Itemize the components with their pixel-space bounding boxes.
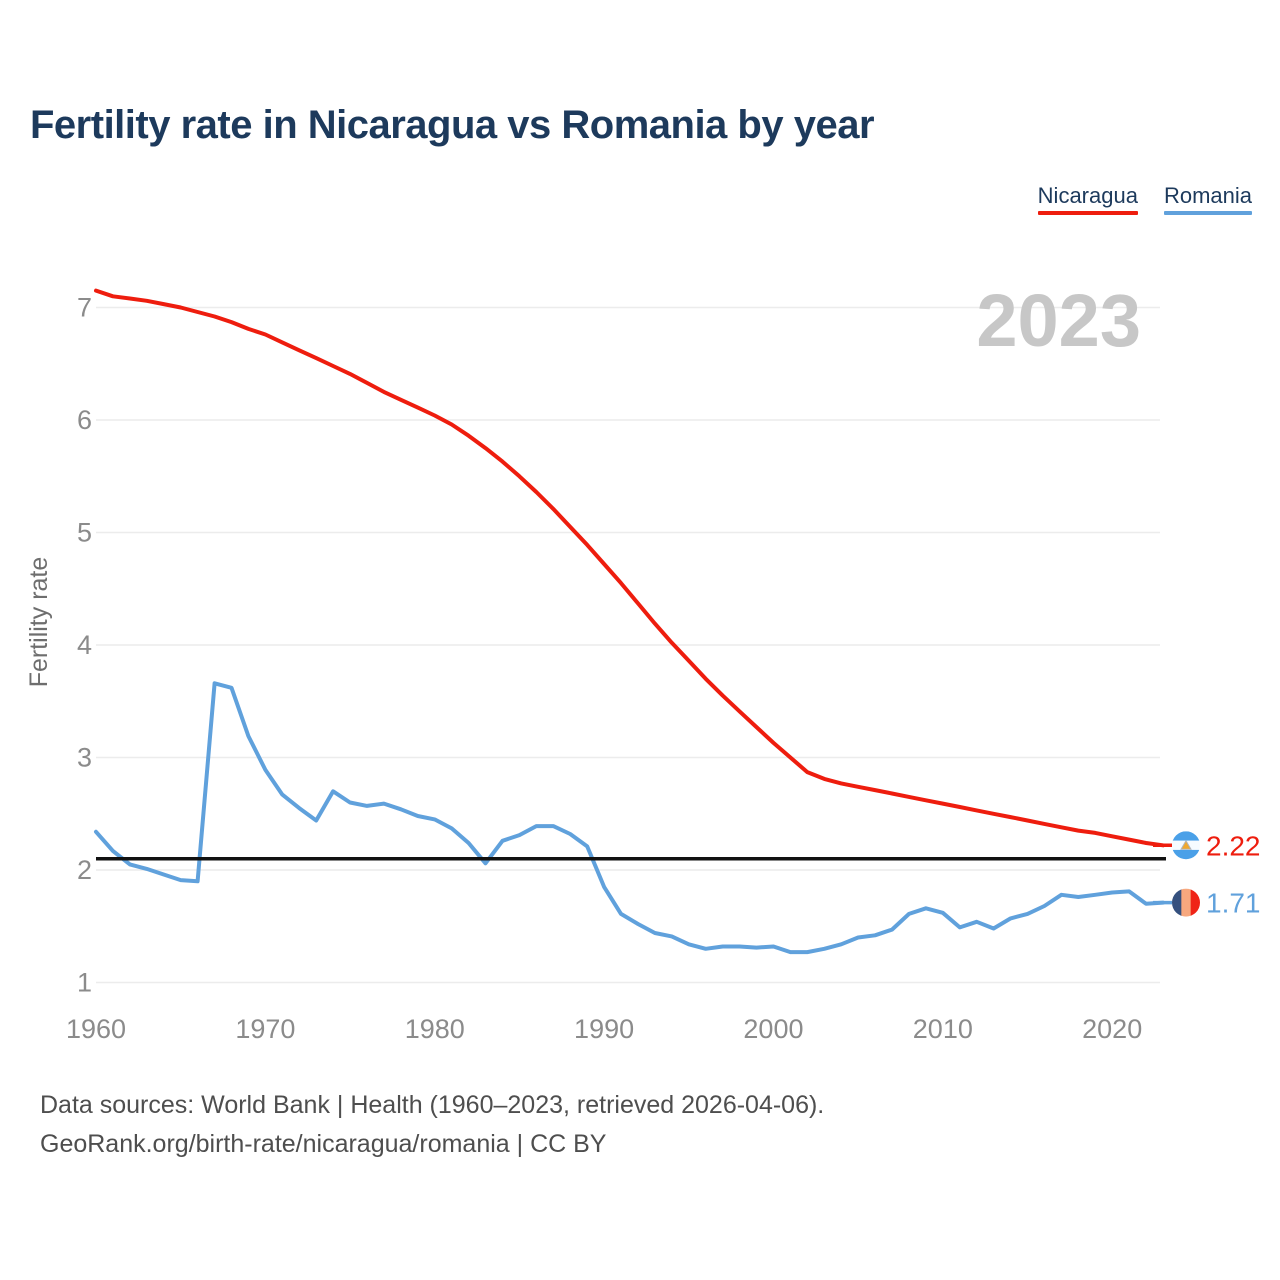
y-axis-title: Fertility rate (25, 557, 53, 688)
source-line-1: Data sources: World Bank | Health (1960–… (40, 1091, 825, 1119)
data-source-note: Data sources: World Bank | Health (1960–… (40, 1086, 824, 1164)
flag-stripe (1172, 849, 1200, 860)
x-tick-label: 1960 (66, 1014, 126, 1044)
y-tick-label: 4 (77, 630, 92, 660)
y-tick-label: 6 (77, 405, 92, 435)
y-tick-label: 5 (77, 518, 92, 548)
x-tick-label: 2020 (1082, 1014, 1142, 1044)
flag-stripe (1181, 888, 1192, 917)
romania-flag-icon (1172, 888, 1200, 917)
x-tick-label: 1970 (235, 1014, 295, 1044)
legend: Nicaragua Romania (1037, 183, 1252, 215)
legend-underline-romania (1163, 211, 1252, 215)
y-tick-label: 3 (77, 743, 92, 773)
legend-label-nicaragua: Nicaragua (1037, 183, 1138, 208)
romania-line[interactable] (94, 681, 1165, 955)
x-tick-label: 2010 (913, 1014, 973, 1044)
flag-emblem (1180, 839, 1192, 850)
legend-label-romania: Romania (1163, 183, 1252, 208)
legend-item-romania[interactable]: Romania (1163, 183, 1252, 215)
legend-underline-nicaragua (1037, 211, 1138, 215)
flag-stripe (1190, 888, 1200, 917)
x-tick-label: 1990 (574, 1014, 634, 1044)
y-tick-label: 1 (77, 968, 92, 998)
y-tick-label: 2 (77, 855, 92, 885)
page-title: Fertility rate in Nicaragua vs Romania b… (30, 103, 875, 147)
source-line-2: GeoRank.org/birth-rate/nicaragua/romania… (40, 1130, 607, 1158)
nicaragua-end-value: 2.22 (1206, 830, 1261, 861)
flag-stripe (1172, 831, 1200, 842)
nicaragua-line[interactable] (94, 288, 1165, 848)
watermark-year: 2023 (976, 279, 1141, 362)
flag-stripe (1172, 888, 1182, 917)
x-tick-label: 1980 (405, 1014, 465, 1044)
legend-item-nicaragua[interactable]: Nicaragua (1037, 183, 1138, 215)
nicaragua-flag-icon (1172, 831, 1200, 860)
x-tick-label: 2000 (743, 1014, 803, 1044)
romania-end-value: 1.71 (1206, 888, 1261, 919)
y-tick-label: 7 (77, 293, 92, 323)
